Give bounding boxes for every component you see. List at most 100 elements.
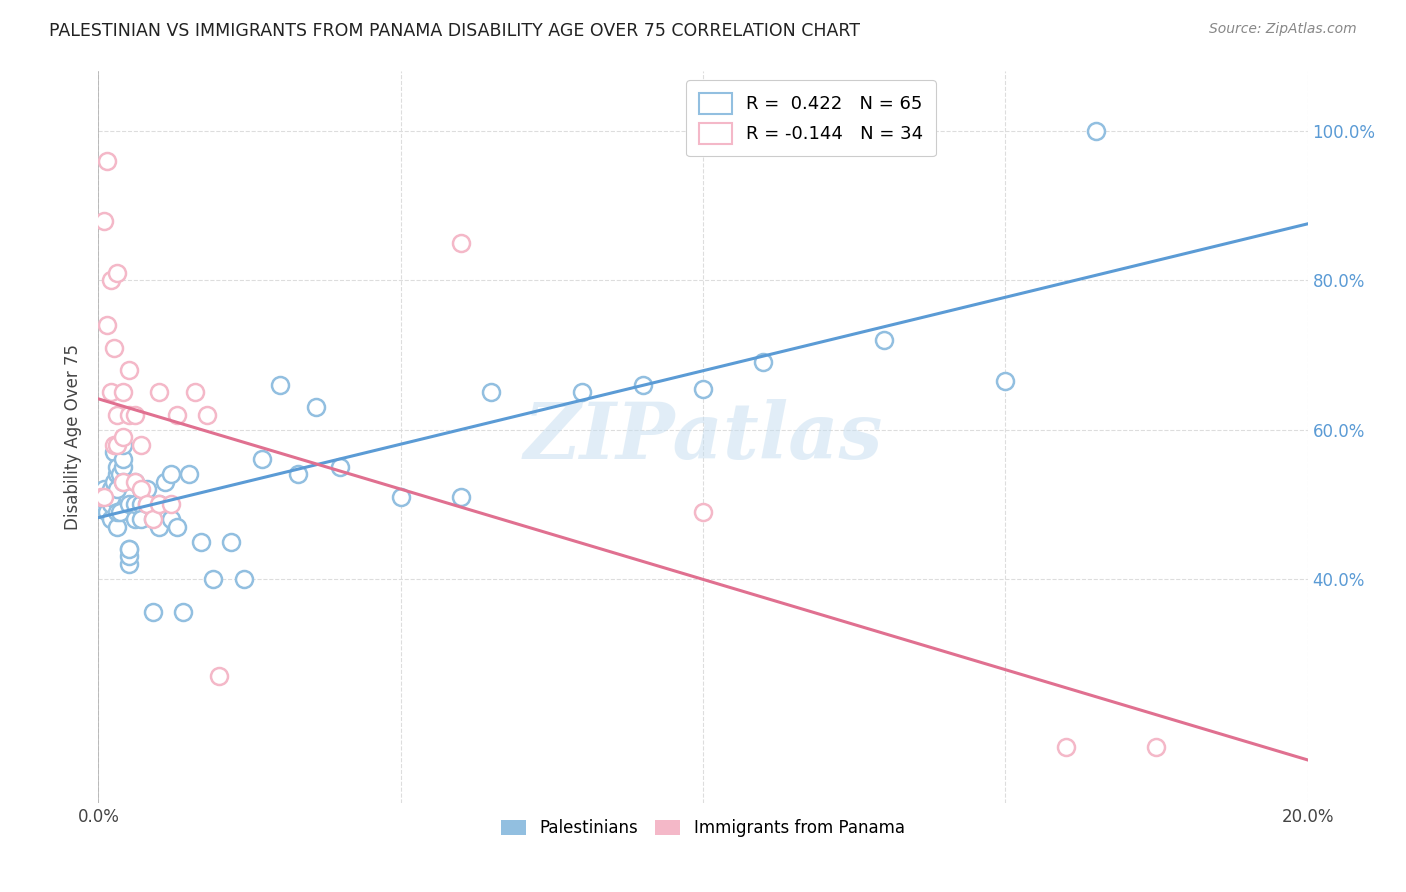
Point [118, 557, 141, 571]
Point [142, 606, 165, 620]
Point [873, 333, 896, 347]
Point [129, 483, 152, 497]
Point [96, 505, 118, 519]
Point [135, 483, 157, 497]
Point [100, 273, 122, 287]
Point [142, 512, 165, 526]
Point [450, 235, 472, 250]
Point [105, 483, 128, 497]
Point [105, 408, 128, 422]
Point [105, 266, 128, 280]
Point [752, 355, 775, 369]
Point [148, 497, 170, 511]
Point [96, 497, 118, 511]
Point [221, 534, 243, 549]
Point [692, 382, 714, 396]
Point [129, 497, 152, 511]
Point [190, 534, 212, 549]
Point [118, 549, 141, 564]
Point [160, 512, 183, 526]
Point [111, 430, 134, 444]
Point [166, 519, 188, 533]
Point [100, 490, 122, 504]
Point [100, 483, 122, 497]
Point [100, 490, 122, 504]
Y-axis label: Disability Age Over 75: Disability Age Over 75 [65, 344, 83, 530]
Point [129, 512, 152, 526]
Point [100, 385, 122, 400]
Point [105, 505, 128, 519]
Legend: Palestinians, Immigrants from Panama: Palestinians, Immigrants from Panama [494, 811, 912, 846]
Point [124, 512, 146, 526]
Point [166, 408, 188, 422]
Point [93, 483, 115, 497]
Point [129, 437, 152, 451]
Point [96, 318, 118, 332]
Point [103, 445, 125, 459]
Point [111, 459, 134, 474]
Point [90, 490, 112, 504]
Point [450, 490, 472, 504]
Point [118, 542, 141, 557]
Point [111, 437, 134, 451]
Point [305, 401, 328, 415]
Point [93, 213, 115, 227]
Point [481, 385, 503, 400]
Point [103, 437, 125, 451]
Point [1144, 739, 1167, 754]
Point [250, 452, 273, 467]
Point [111, 475, 134, 489]
Point [160, 497, 183, 511]
Point [148, 519, 170, 533]
Point [124, 408, 146, 422]
Point [111, 385, 134, 400]
Point [135, 497, 157, 511]
Point [111, 452, 134, 467]
Point [129, 483, 152, 497]
Point [90, 490, 112, 504]
Point [692, 505, 714, 519]
Point [202, 572, 225, 586]
Point [389, 490, 412, 504]
Point [269, 377, 291, 392]
Point [108, 467, 131, 482]
Point [105, 519, 128, 533]
Point [103, 475, 125, 489]
Point [195, 408, 218, 422]
Point [208, 669, 231, 683]
Point [1085, 124, 1108, 138]
Point [124, 475, 146, 489]
Point [148, 385, 170, 400]
Point [571, 385, 593, 400]
Point [111, 475, 134, 489]
Text: ZIPatlas: ZIPatlas [523, 399, 883, 475]
Point [994, 374, 1017, 388]
Point [148, 497, 170, 511]
Point [1054, 739, 1077, 754]
Point [172, 606, 194, 620]
Text: PALESTINIAN VS IMMIGRANTS FROM PANAMA DISABILITY AGE OVER 75 CORRELATION CHART: PALESTINIAN VS IMMIGRANTS FROM PANAMA DI… [49, 22, 860, 40]
Point [631, 377, 654, 392]
Point [93, 490, 115, 504]
Point [105, 459, 128, 474]
Point [153, 475, 176, 489]
Point [96, 153, 118, 168]
Point [184, 385, 207, 400]
Point [142, 512, 165, 526]
Point [100, 512, 122, 526]
Point [160, 467, 183, 482]
Text: Source: ZipAtlas.com: Source: ZipAtlas.com [1209, 22, 1357, 37]
Point [93, 497, 115, 511]
Point [105, 467, 128, 482]
Point [118, 542, 141, 557]
Point [118, 363, 141, 377]
Point [287, 467, 309, 482]
Point [124, 497, 146, 511]
Point [100, 497, 122, 511]
Point [124, 475, 146, 489]
Point [329, 459, 352, 474]
Point [105, 437, 128, 451]
Point [135, 497, 157, 511]
Point [118, 408, 141, 422]
Point [118, 497, 141, 511]
